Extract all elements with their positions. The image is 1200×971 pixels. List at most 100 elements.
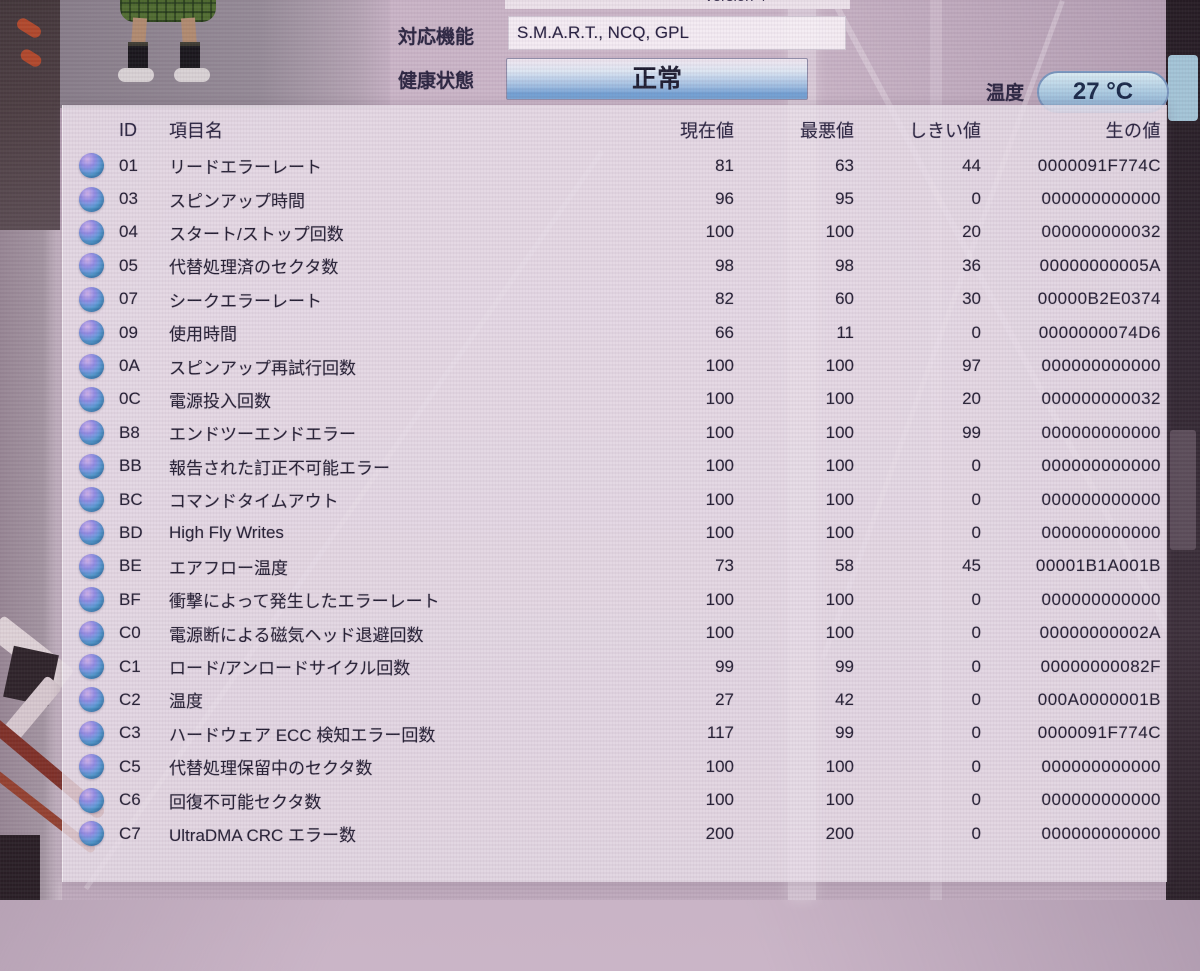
attribute-current-value: 100 [705, 589, 734, 609]
attribute-id: 0A [119, 356, 140, 376]
attribute-id: C7 [119, 823, 141, 843]
attribute-current-value: 27 [715, 689, 734, 709]
table-row[interactable]: C0 電源断による磁気ヘッド退避回数 100 100 0 00000000002… [63, 616, 1167, 649]
attribute-worst-value: 63 [835, 155, 854, 175]
attribute-worst-value: 100 [825, 389, 854, 409]
table-row[interactable]: BC コマンドタイムアウト 100 100 0 000000000000 [63, 483, 1167, 516]
attribute-threshold-value: 0 [971, 623, 981, 643]
attribute-worst-value: 100 [825, 356, 854, 376]
status-orb-icon [78, 286, 104, 312]
attribute-name: 衝撃によって発生したエラーレート [169, 592, 440, 612]
attribute-current-value: 100 [705, 422, 734, 442]
attribute-current-value: 100 [705, 456, 734, 476]
attribute-threshold-value: 0 [971, 689, 981, 709]
table-row[interactable]: C2 温度 27 42 0 000A0000001B [63, 683, 1167, 716]
attribute-threshold-value: 0 [971, 322, 981, 342]
table-row[interactable]: C5 代替処理保留中のセクタ数 100 100 0 000000000000 [63, 750, 1167, 783]
attribute-worst-value: 100 [825, 222, 854, 242]
photo-background-ground [60, 0, 390, 108]
attribute-current-value: 96 [715, 189, 734, 209]
status-orb-icon [78, 386, 104, 412]
attribute-id: BE [119, 556, 142, 576]
table-row[interactable]: C3 ハードウェア ECC 検知エラー回数 117 99 0 0000091F7… [63, 717, 1167, 750]
attribute-worst-value: 60 [835, 289, 854, 309]
attribute-raw-value: 0000091F774C [1037, 723, 1161, 743]
attribute-current-value: 98 [715, 255, 734, 275]
attribute-raw-value: 000000000000 [1041, 589, 1161, 609]
table-row[interactable]: 04 スタート/ストップ回数 100 100 20 000000000032 [63, 216, 1167, 249]
table-row[interactable]: BB 報告された訂正不可能エラー 100 100 0 000000000000 [63, 450, 1167, 483]
attribute-current-value: 73 [715, 556, 734, 576]
attribute-worst-value: 100 [825, 456, 854, 476]
attribute-raw-value: 00000B2E0374 [1037, 289, 1161, 309]
features-value: S.M.A.R.T., NCQ, GPL [508, 16, 846, 50]
attribute-raw-value: 000000000000 [1041, 522, 1161, 542]
attribute-raw-value: 000000000000 [1041, 356, 1161, 376]
table-row[interactable]: C6 回復不可能セクタ数 100 100 0 000000000000 [63, 783, 1167, 816]
attribute-name: 電源投入回数 [169, 391, 271, 411]
table-row[interactable]: 0C 電源投入回数 100 100 20 000000000032 [63, 383, 1167, 416]
attribute-current-value: 82 [715, 289, 734, 309]
cropped-previous-field: version 4 [505, 0, 850, 9]
attribute-name: 回復不可能セクタ数 [169, 792, 322, 812]
attribute-id: C6 [119, 790, 141, 810]
attribute-name: エンドツーエンドエラー [169, 425, 356, 445]
table-row[interactable]: 0A スピンアップ再試行回数 100 100 97 000000000000 [63, 349, 1167, 382]
attribute-raw-value: 000000000032 [1041, 222, 1161, 242]
status-orb-icon [78, 186, 104, 212]
status-orb-icon [78, 453, 104, 479]
attribute-name: 代替処理保留中のセクタ数 [169, 759, 373, 779]
attribute-id: 04 [119, 222, 138, 242]
attribute-worst-value: 99 [835, 656, 854, 676]
attribute-worst-value: 98 [835, 255, 854, 275]
table-row[interactable]: 09 使用時間 66 11 0 0000000074D6 [63, 316, 1167, 349]
table-row[interactable]: C1 ロード/アンロードサイクル回数 99 99 0 00000000082F [63, 650, 1167, 683]
attribute-current-value: 100 [705, 623, 734, 643]
attribute-name: スタート/ストップ回数 [169, 224, 344, 244]
attribute-name: 代替処理済のセクタ数 [169, 258, 339, 278]
table-row[interactable]: 01 リードエラーレート 81 63 44 0000091F774C [63, 149, 1167, 182]
table-row[interactable]: 03 スピンアップ時間 96 95 0 000000000000 [63, 182, 1167, 215]
attribute-id: BF [119, 589, 141, 609]
smart-attribute-table: ID 項目名 現在値 最悪値 しきい値 生の値 01 リードエラーレート 81 … [62, 105, 1167, 882]
header-raw: 生の値 [1105, 121, 1161, 141]
attribute-worst-value: 99 [835, 723, 854, 743]
attribute-raw-value: 0000000074D6 [1038, 322, 1161, 342]
attribute-raw-value: 000000000000 [1041, 756, 1161, 776]
attribute-current-value: 117 [706, 723, 734, 743]
attribute-name: コマンドタイムアウト [169, 492, 339, 512]
attribute-raw-value: 000000000000 [1041, 189, 1161, 209]
table-row[interactable]: 07 シークエラーレート 82 60 30 00000B2E0374 [63, 283, 1167, 316]
status-orb-icon [78, 587, 104, 613]
attribute-worst-value: 200 [825, 823, 854, 843]
attribute-id: 01 [119, 155, 138, 175]
table-row[interactable]: C7 UltraDMA CRC エラー数 200 200 0 000000000… [63, 817, 1167, 850]
attribute-threshold-value: 99 [962, 422, 981, 442]
table-row[interactable]: BE エアフロー温度 73 58 45 00001B1A001B [63, 550, 1167, 583]
attribute-threshold-value: 30 [962, 289, 981, 309]
status-orb-icon [78, 720, 104, 746]
health-status-button[interactable]: 正常 [506, 58, 808, 100]
table-row[interactable]: BF 衝撃によって発生したエラーレート 100 100 0 0000000000… [63, 583, 1167, 616]
attribute-current-value: 100 [705, 756, 734, 776]
attribute-threshold-value: 0 [971, 723, 981, 743]
attribute-threshold-value: 0 [971, 756, 981, 776]
status-orb-icon [78, 253, 104, 279]
attribute-worst-value: 58 [835, 556, 854, 576]
table-row[interactable]: B8 エンドツーエンドエラー 100 100 99 000000000000 [63, 416, 1167, 449]
header-current: 現在値 [680, 121, 734, 141]
status-orb-icon [78, 553, 104, 579]
table-row[interactable]: BD High Fly Writes 100 100 0 00000000000… [63, 516, 1167, 549]
attribute-worst-value: 100 [825, 422, 854, 442]
status-orb-icon [78, 219, 104, 245]
table-row[interactable]: 05 代替処理済のセクタ数 98 98 36 00000000005A [63, 249, 1167, 282]
attribute-name: リードエラーレート [169, 158, 322, 178]
attribute-name: High Fly Writes [169, 522, 284, 542]
status-orb-icon [78, 787, 104, 813]
smart-table-header: ID 項目名 現在値 最悪値 しきい値 生の値 [63, 105, 1167, 149]
attribute-name: UltraDMA CRC エラー数 [169, 826, 357, 845]
header-name: 項目名 [169, 121, 223, 141]
attribute-threshold-value: 0 [971, 589, 981, 609]
cropped-field-text: version 4 [705, 0, 766, 5]
attribute-raw-value: 00000000082F [1040, 656, 1161, 676]
